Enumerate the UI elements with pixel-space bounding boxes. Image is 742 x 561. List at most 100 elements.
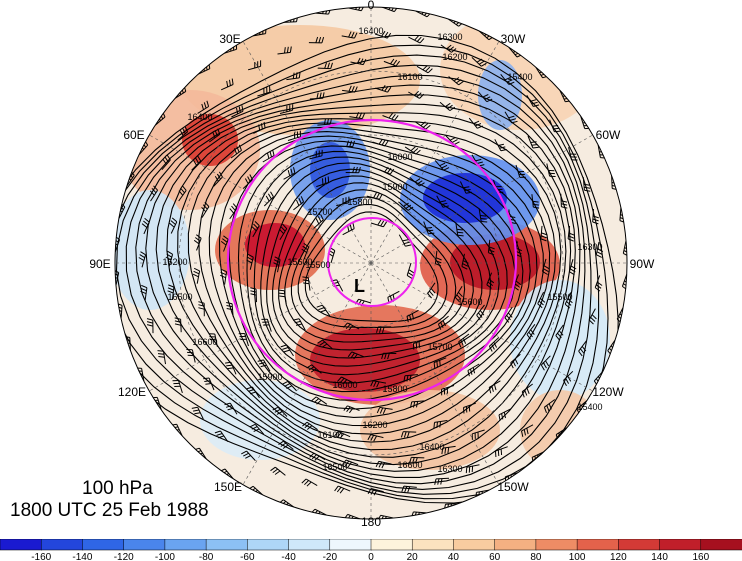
- colorbar-ticks: -160 -140 -120 -100 -80 -60 -40 -20 0 20 40 60 80 100…: [31, 552, 709, 561]
- wind-barb-flag: [249, 391, 256, 395]
- wind-barb-staff: [283, 172, 296, 180]
- colorbar-box: [576, 539, 620, 551]
- wind-barb-flag: [561, 203, 568, 206]
- wind-barb-staff: [336, 202, 349, 207]
- wind-barb-flag: [528, 331, 533, 338]
- wind-barb-staff: [447, 18, 459, 27]
- wind-barb-flag: [274, 408, 281, 413]
- contour-label: 15700: [307, 207, 332, 217]
- wind-barb-flag: [475, 123, 482, 127]
- wind-barb-staff: [283, 499, 295, 508]
- wind-barb-staff: [370, 222, 384, 228]
- wind-barb-staff: [476, 304, 485, 316]
- wind-barb-staff: [593, 370, 604, 382]
- lon-label-180: 180: [361, 515, 381, 529]
- wind-barb-flag: [347, 225, 350, 232]
- contour-label: 16400: [358, 26, 383, 36]
- wind-barb-staff: [531, 451, 545, 458]
- wind-barb-staff: [279, 228, 288, 240]
- meridian-line: [370, 134, 593, 264]
- wind-barb-flag: [329, 118, 332, 125]
- wind-barb-flag: [446, 44, 452, 50]
- wind-barb-flag: [174, 323, 182, 326]
- contour-label: 16400: [419, 442, 444, 452]
- wind-barb-flag: [491, 343, 495, 350]
- wind-barb-staff: [208, 377, 215, 391]
- wind-barb-staff: [161, 159, 171, 171]
- wind-barb-flag: [226, 302, 233, 305]
- wind-barb-flag: [554, 130, 561, 133]
- wind-barb-staff: [197, 407, 204, 420]
- contour-label: 16100: [317, 430, 342, 440]
- wind-barb-staff: [257, 91, 270, 97]
- wind-barb-staff: [224, 468, 234, 480]
- wind-barb-flag: [282, 347, 289, 350]
- wind-barb-staff: [287, 381, 297, 392]
- wind-barb-staff: [247, 65, 261, 71]
- wind-barb-flag: [436, 421, 438, 428]
- wind-barb-staff: [597, 144, 601, 158]
- wind-barb-staff: [154, 116, 166, 126]
- wind-barb-flag: [491, 385, 494, 392]
- wind-barb-flag: [280, 344, 287, 348]
- wind-barb-staff: [375, 87, 388, 93]
- wind-barb-flag: [311, 396, 317, 402]
- wind-barb-staff: [423, 221, 429, 234]
- wind-barb-flag: [383, 516, 387, 519]
- wind-barb-flag: [427, 229, 434, 232]
- colorbar-tick-label: 100: [569, 552, 586, 561]
- wind-barb-flag: [481, 62, 487, 67]
- wind-barb-staff: [414, 121, 427, 130]
- wind-barb-flag: [420, 121, 426, 127]
- colorbar-box: [453, 539, 496, 551]
- wind-barb-staff: [176, 423, 183, 437]
- wind-barb-flag: [174, 320, 181, 323]
- wind-barb-flag: [462, 260, 469, 264]
- wind-barb-staff: [316, 182, 329, 188]
- wind-barb-staff: [156, 397, 162, 410]
- wind-barb-flag: [272, 406, 279, 411]
- wind-barb-staff: [489, 337, 500, 347]
- wind-barb-flag: [557, 332, 562, 339]
- wind-barb-flag: [193, 270, 200, 275]
- wind-barb-flag: [530, 329, 535, 335]
- wind-barb-staff: [588, 308, 596, 321]
- wind-barb-staff: [171, 287, 175, 301]
- wind-barb-flag: [336, 432, 342, 438]
- wind-barb-flag: [580, 348, 585, 354]
- wind-barb-flag: [564, 303, 571, 309]
- wind-barb-flag: [342, 379, 348, 385]
- wind-barb-staff: [285, 344, 294, 357]
- wind-barb-flag: [339, 433, 345, 439]
- wind-barb-flag: [541, 235, 547, 239]
- wind-barb-flag: [198, 304, 205, 307]
- wind-barb-flag: [508, 115, 515, 119]
- wind-barb-flag: [306, 425, 313, 430]
- wind-barb-flag: [425, 124, 431, 130]
- wind-barb-flag: [453, 77, 460, 82]
- wind-barb-flag: [373, 489, 378, 496]
- lon-label-120e: 120E: [118, 385, 146, 399]
- wind-barb-staff: [315, 12, 329, 15]
- wind-barb-flag: [391, 114, 396, 120]
- wind-barb-flag: [476, 58, 483, 63]
- wind-barb-flag: [595, 284, 602, 289]
- wind-barb-flag: [461, 266, 468, 270]
- wind-barb-flag: [308, 366, 315, 371]
- height-contour: [177, 118, 562, 451]
- wind-barb-staff: [578, 340, 587, 352]
- wind-barb-flag: [182, 185, 187, 191]
- colorbar-tick-label: -20: [323, 552, 338, 561]
- wind-barb-flag: [377, 515, 382, 519]
- contour-label: 16300: [577, 242, 602, 252]
- wind-barb-flag: [526, 388, 530, 394]
- wind-barb-flag: [596, 254, 602, 258]
- wind-barb-flag: [220, 274, 226, 279]
- wind-barb-staff: [504, 111, 513, 124]
- wind-barb-flag: [339, 377, 345, 384]
- wind-barb-staff: [252, 225, 260, 238]
- wind-barb-flag: [482, 94, 489, 98]
- wind-barb-flag: [413, 401, 416, 408]
- wind-barb-flag: [282, 380, 289, 385]
